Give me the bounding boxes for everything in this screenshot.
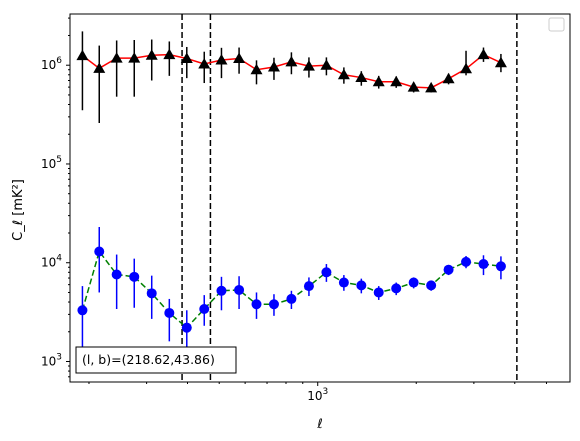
data-point: [337, 68, 350, 80]
annotation-text: (l, b)=(218.62,43.86): [82, 352, 215, 367]
data-point: [443, 264, 454, 275]
data-point: [129, 271, 140, 282]
data-point: [128, 52, 141, 63]
data-point: [391, 283, 402, 294]
data-point: [373, 287, 384, 298]
data-point: [338, 277, 349, 288]
data-point: [355, 71, 368, 83]
y-tick-label: 106: [41, 56, 62, 72]
y-tick-label: 103: [41, 352, 62, 368]
data-point: [77, 305, 88, 316]
data-point: [407, 81, 420, 92]
data-point: [286, 293, 297, 304]
data-point: [215, 53, 228, 65]
x-tick-label: 103: [307, 387, 328, 403]
plot-area: [76, 14, 518, 382]
y-tick-label: 105: [41, 155, 62, 171]
x-axis-label: ℓ: [316, 417, 322, 432]
data-point: [198, 57, 211, 69]
data-point: [495, 261, 506, 272]
data-point: [180, 52, 193, 63]
data-point: [268, 299, 279, 310]
axes: 103 104 105 106 103: [41, 17, 547, 403]
data-point: [267, 60, 280, 72]
data-point: [146, 288, 157, 299]
data-point: [233, 52, 246, 63]
axes-frame: [69, 13, 571, 383]
data-point: [442, 72, 455, 84]
data-point: [111, 269, 122, 280]
data-point: [163, 48, 176, 60]
data-point: [302, 60, 315, 71]
data-point: [426, 280, 437, 291]
data-point: [94, 246, 105, 257]
data-point: [320, 59, 333, 70]
data-point: [199, 304, 210, 315]
data-point: [321, 267, 332, 278]
y-axis-label: C_ℓ [mK²]: [11, 179, 26, 241]
data-point: [356, 280, 367, 291]
data-point: [76, 49, 89, 61]
data-point: [145, 49, 158, 60]
data-point: [461, 256, 472, 267]
data-point: [251, 299, 262, 310]
data-point: [93, 62, 106, 73]
data-point: [234, 284, 245, 295]
data-point: [494, 56, 507, 68]
data-point: [425, 81, 438, 93]
y-tick-label: 104: [41, 254, 62, 270]
data-point: [250, 63, 263, 75]
data-point: [477, 48, 490, 60]
data-point: [181, 322, 192, 333]
data-point: [303, 281, 314, 292]
data-point: [408, 277, 419, 288]
data-point: [110, 52, 123, 63]
data-point: [285, 55, 298, 67]
data-point: [216, 285, 227, 296]
data-point: [460, 62, 473, 74]
data-point: [372, 75, 385, 87]
annotation-box: (l, b)=(218.62,43.86): [75, 346, 237, 374]
data-point: [164, 307, 175, 318]
legend-box: [548, 17, 565, 32]
data-point: [478, 259, 489, 270]
data-point: [390, 75, 403, 87]
